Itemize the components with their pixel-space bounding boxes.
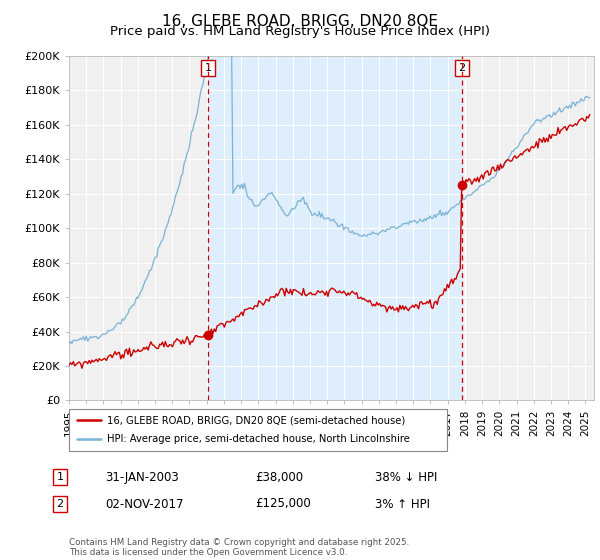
Bar — [208, 56, 462, 400]
Text: 38% ↓ HPI: 38% ↓ HPI — [375, 470, 437, 484]
Text: £125,000: £125,000 — [255, 497, 311, 511]
Text: 1: 1 — [205, 63, 212, 73]
Text: 02-NOV-2017: 02-NOV-2017 — [105, 497, 184, 511]
Text: 31-JAN-2003: 31-JAN-2003 — [105, 470, 179, 484]
Text: £38,000: £38,000 — [255, 470, 303, 484]
Text: 16, GLEBE ROAD, BRIGG, DN20 8QE (semi-detached house): 16, GLEBE ROAD, BRIGG, DN20 8QE (semi-de… — [107, 415, 405, 425]
Text: 16, GLEBE ROAD, BRIGG, DN20 8QE: 16, GLEBE ROAD, BRIGG, DN20 8QE — [162, 14, 438, 29]
Text: 2: 2 — [56, 499, 64, 509]
Text: 1: 1 — [56, 472, 64, 482]
Text: 3% ↑ HPI: 3% ↑ HPI — [375, 497, 430, 511]
Text: Contains HM Land Registry data © Crown copyright and database right 2025.
This d: Contains HM Land Registry data © Crown c… — [69, 538, 409, 557]
Text: HPI: Average price, semi-detached house, North Lincolnshire: HPI: Average price, semi-detached house,… — [107, 435, 410, 445]
Text: Price paid vs. HM Land Registry's House Price Index (HPI): Price paid vs. HM Land Registry's House … — [110, 25, 490, 38]
Text: 2: 2 — [458, 63, 466, 73]
